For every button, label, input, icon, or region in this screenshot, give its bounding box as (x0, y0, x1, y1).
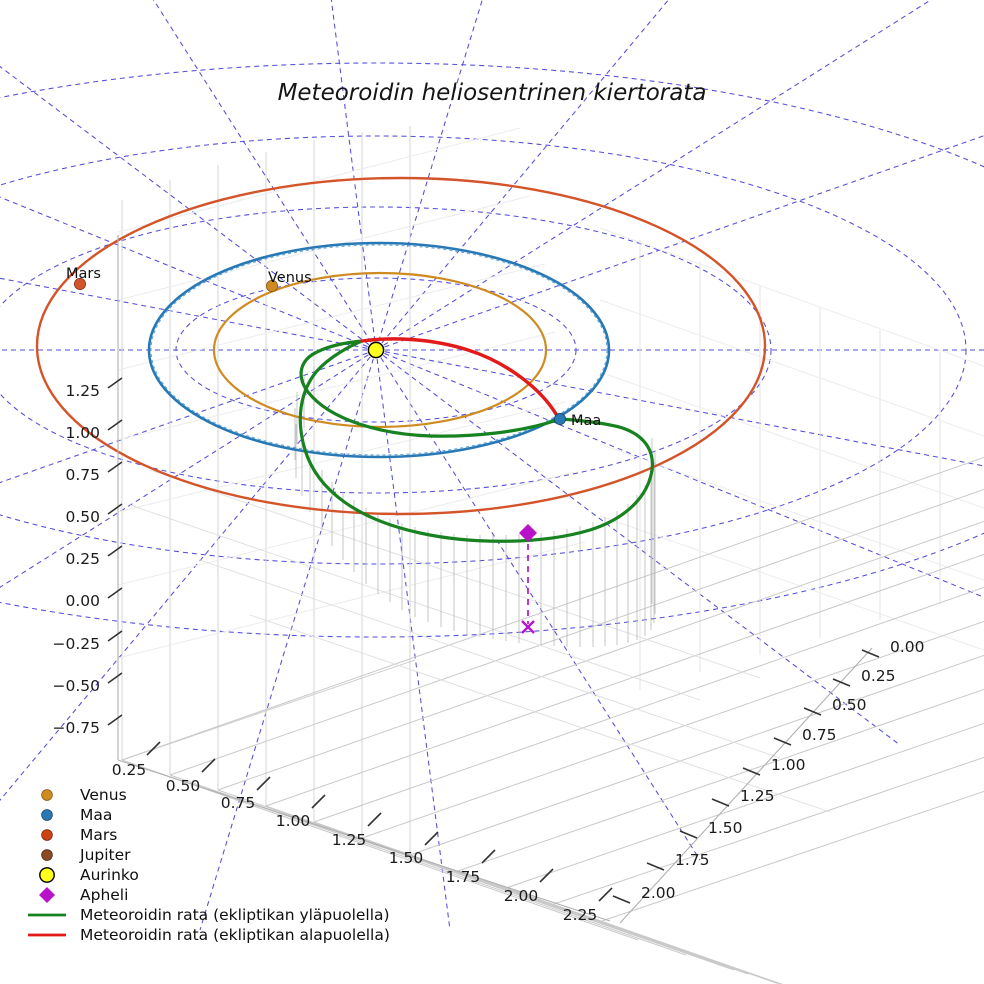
z-tick: 0.00 (65, 592, 100, 610)
x-tick: 2.00 (504, 887, 539, 905)
x-tick: 1.50 (389, 849, 424, 867)
meteoroid-orbit-below-ecliptic (360, 337, 562, 421)
y-tick: 1.00 (771, 756, 806, 774)
z-tick: −0.75 (53, 719, 101, 737)
legend-marker-mars (41, 829, 53, 841)
label-venus: Venus (268, 270, 312, 286)
legend-label-meteoroid-above: Meteoroidin rata (ekliptikan yläpuolella… (80, 906, 390, 924)
x-tick: 2.25 (563, 906, 598, 924)
page-title: Meteoroidin heliosentrinen kiertorata (278, 80, 707, 106)
z-tick: 0.25 (65, 550, 100, 568)
planet-dot-venus (266, 280, 278, 292)
x-tick: 1.25 (332, 831, 367, 849)
y-tick: 2.00 (641, 884, 676, 902)
polar-grid (0, 0, 984, 931)
y-tick: 0.25 (861, 667, 896, 685)
legend-marker-apheli (39, 887, 55, 903)
x-tick: 1.75 (446, 868, 481, 886)
x-axis: 0.25 0.50 0.75 1.00 1.25 1.50 1.75 2.00 … (112, 741, 613, 924)
orbit-maa (147, 241, 611, 459)
axes-panes (117, 126, 984, 855)
z-tick: 0.75 (65, 466, 100, 484)
mid-plane-grid (129, 469, 831, 813)
legend-label-mars: Mars (80, 826, 117, 844)
legend-label-venus: Venus (80, 786, 127, 804)
x-tick: 0.50 (166, 777, 201, 795)
legend-marker-maa (41, 809, 53, 821)
z-axis: 1.25 1.00 0.75 0.50 0.25 0.00 −0.25 −0.5… (53, 235, 123, 760)
y-tick: 0.50 (832, 696, 867, 714)
x-tick: 1.00 (276, 812, 311, 830)
legend-marker-jupiter (41, 849, 53, 861)
planet-dot-maa (554, 413, 566, 425)
planet-dot-mars (74, 278, 86, 290)
meteoroid-orbit-above-ecliptic (298, 339, 654, 543)
label-mars: Mars (66, 266, 101, 282)
legend-marker-venus (41, 789, 53, 801)
legend-label-maa: Maa (80, 806, 112, 824)
x-tick: 0.25 (112, 761, 147, 779)
label-maa: Maa (571, 413, 601, 429)
z-tick: 1.00 (65, 424, 100, 442)
legend-label-apheli: Apheli (80, 886, 128, 904)
legend-label-aurinko: Aurinko (80, 866, 139, 884)
x-tick: 0.75 (221, 794, 256, 812)
y-axis: 0.00 0.25 0.50 0.75 1.00 1.25 1.50 1.75 … (612, 638, 925, 924)
y-tick: 0.00 (890, 638, 925, 656)
orbit-venus (212, 271, 548, 429)
sun-marker-icon (367, 341, 385, 359)
legend-label-meteoroid-below: Meteoroidin rata (ekliptikan alapuolella… (80, 926, 390, 944)
y-tick: 0.75 (802, 726, 837, 744)
legend-marker-aurinko (39, 867, 55, 883)
z-tick: −0.25 (53, 635, 101, 653)
z-tick: 1.25 (65, 382, 100, 400)
legend[interactable]: Venus Maa Mars Jupiter Aurinko Apheli Me… (28, 786, 390, 944)
z-tick: −0.50 (53, 677, 101, 695)
aphelion-projection-x-icon (521, 620, 535, 634)
orbit-mars (35, 176, 767, 516)
floor-grid-cross (121, 456, 984, 922)
legend-label-jupiter: Jupiter (79, 846, 131, 864)
y-tick: 1.25 (740, 787, 775, 805)
aphelion-diamond-icon (519, 524, 537, 542)
y-tick: 1.50 (708, 819, 743, 837)
z-tick: 0.50 (65, 508, 100, 526)
y-tick: 1.75 (675, 851, 710, 869)
